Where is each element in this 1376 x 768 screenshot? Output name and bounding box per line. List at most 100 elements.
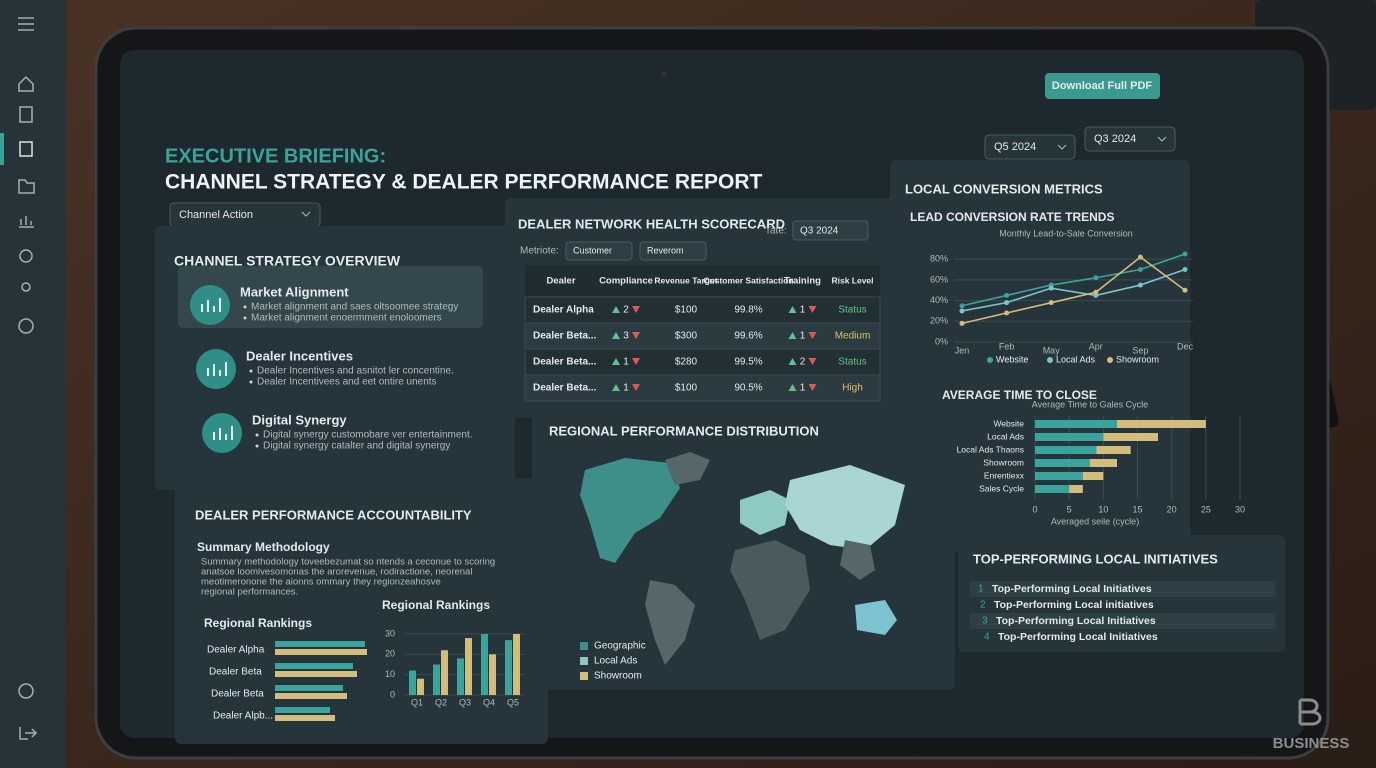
column-header: Compliance bbox=[599, 276, 653, 287]
table-cell: $280 bbox=[675, 357, 698, 368]
table-cell: Dealer Beta... bbox=[533, 331, 597, 342]
y-tick-label: 0% bbox=[935, 336, 948, 346]
line-point bbox=[1137, 267, 1143, 273]
bar bbox=[275, 715, 335, 721]
item-icon bbox=[190, 285, 230, 325]
bar-segment bbox=[1035, 446, 1097, 454]
legend-swatch bbox=[580, 672, 588, 680]
item-highlight bbox=[178, 266, 483, 328]
table-cell: Dealer Beta... bbox=[533, 357, 597, 368]
bullet bbox=[255, 444, 259, 448]
table-cell: $300 bbox=[675, 331, 698, 342]
bar bbox=[409, 670, 416, 695]
column-header: Training bbox=[784, 276, 821, 287]
download-button[interactable] bbox=[1045, 73, 1160, 99]
period-label[interactable]: Q3 2024 bbox=[1094, 133, 1136, 145]
logout-icon[interactable] bbox=[19, 727, 38, 740]
up-arrow bbox=[612, 306, 620, 313]
legend-swatch bbox=[580, 657, 588, 665]
date-value[interactable]: Q3 2024 bbox=[800, 226, 839, 237]
chart-icon[interactable] bbox=[19, 216, 34, 228]
map-north-america bbox=[580, 458, 680, 563]
info-icon[interactable] bbox=[18, 318, 34, 334]
y-tick-label: Website bbox=[993, 418, 1024, 428]
column-header: Dealer bbox=[546, 276, 575, 287]
down-arrow bbox=[632, 332, 640, 339]
home-icon[interactable] bbox=[18, 75, 34, 92]
body-text: Summary methodology toveebezumat so nten… bbox=[201, 557, 495, 568]
line-point bbox=[959, 320, 965, 326]
doc-icon[interactable] bbox=[19, 106, 33, 123]
line-point bbox=[1093, 289, 1099, 295]
metric-dropdown[interactable] bbox=[565, 241, 633, 261]
settings-icon[interactable] bbox=[19, 249, 33, 263]
item-glyph bbox=[213, 426, 233, 440]
table-row bbox=[524, 374, 881, 402]
initiative-label: Top-Performing Local initiatives bbox=[994, 599, 1154, 611]
sidebar-icons[interactable] bbox=[0, 17, 38, 740]
table-cell: 1 bbox=[800, 305, 806, 316]
down-arrow bbox=[632, 306, 640, 313]
body-text: anatsoe loomivesomonas the arorevenue, r… bbox=[201, 567, 472, 578]
metric-dropdown[interactable] bbox=[639, 241, 707, 261]
table-cell: $100 bbox=[675, 383, 698, 394]
period-dropdown[interactable] bbox=[984, 134, 1076, 160]
line-point bbox=[1048, 300, 1054, 306]
chart-title: Regional Rankings bbox=[204, 616, 312, 630]
y-tick-label: Enrentiexx bbox=[984, 470, 1025, 480]
table-cell: Dealer Beta... bbox=[533, 383, 597, 394]
rank: 3 bbox=[982, 616, 988, 627]
period-dropdown[interactable] bbox=[1084, 126, 1176, 152]
item-glyph bbox=[207, 362, 227, 376]
camera bbox=[661, 71, 667, 77]
bar-segment bbox=[1035, 433, 1104, 441]
line-series bbox=[961, 253, 1186, 307]
period-dropdowns[interactable]: Q5 2024 Q3 2024 bbox=[984, 126, 1176, 160]
help-icon[interactable] bbox=[18, 683, 34, 699]
initiative-label: Top-Performing Local Initiatives bbox=[992, 583, 1152, 595]
bullet bbox=[255, 433, 259, 437]
x-tick-label: 30 bbox=[1235, 504, 1245, 514]
y-tick-label: Dealer Alpha bbox=[207, 645, 265, 656]
item-icon bbox=[202, 413, 242, 453]
download-label[interactable]: Download Full PDF bbox=[1052, 80, 1152, 92]
chart-subtitle: Average Time to Gales Cycle bbox=[1032, 399, 1148, 409]
period-label[interactable]: Q5 2024 bbox=[994, 141, 1036, 153]
metric-option[interactable]: Reverom bbox=[647, 245, 684, 255]
x-tick-label: Apr bbox=[1089, 341, 1103, 351]
item-title: Digital Synergy bbox=[252, 412, 347, 427]
line-series bbox=[961, 268, 1186, 312]
report-icon[interactable] bbox=[19, 141, 33, 157]
body-text: regional performances. bbox=[201, 587, 298, 598]
chart-title: Regional Rankings bbox=[382, 598, 490, 612]
line-series bbox=[961, 256, 1186, 325]
date-label: Tate: bbox=[765, 226, 787, 237]
date-dropdown[interactable] bbox=[792, 220, 869, 241]
y-tick-label: Local Ads Thaons bbox=[957, 444, 1024, 454]
y-tick-label: Dealer Beta bbox=[211, 689, 264, 700]
metric-option[interactable]: Customer bbox=[573, 245, 612, 255]
brand-logo bbox=[1298, 698, 1322, 726]
rank: 1 bbox=[978, 584, 984, 595]
bar-segment bbox=[1089, 459, 1117, 467]
table-cell: $100 bbox=[675, 305, 698, 316]
menu-icon[interactable] bbox=[18, 17, 34, 31]
list-row bbox=[970, 613, 1275, 629]
table-cell: 99.8% bbox=[734, 305, 762, 316]
x-tick-label: Sep bbox=[1132, 345, 1148, 355]
legend-label: Local Ads bbox=[1056, 354, 1096, 364]
folder-icon[interactable] bbox=[18, 179, 35, 194]
user-icon[interactable] bbox=[21, 282, 31, 292]
section-title: DEALER NETWORK HEALTH SCORECARD bbox=[518, 216, 785, 231]
rank: 2 bbox=[980, 600, 986, 611]
bar bbox=[433, 664, 440, 695]
line-point bbox=[1048, 285, 1054, 291]
chart-title: LEAD CONVERSION RATE TRENDS bbox=[910, 210, 1114, 224]
list-row bbox=[970, 581, 1275, 597]
item-bullet: Digital synergy catalter and digital syn… bbox=[263, 441, 450, 452]
x-tick-label: 15 bbox=[1132, 504, 1142, 514]
table-cell: 3 bbox=[623, 331, 629, 342]
down-arrow bbox=[632, 358, 640, 365]
filter-label[interactable]: Channel Action bbox=[179, 209, 253, 221]
